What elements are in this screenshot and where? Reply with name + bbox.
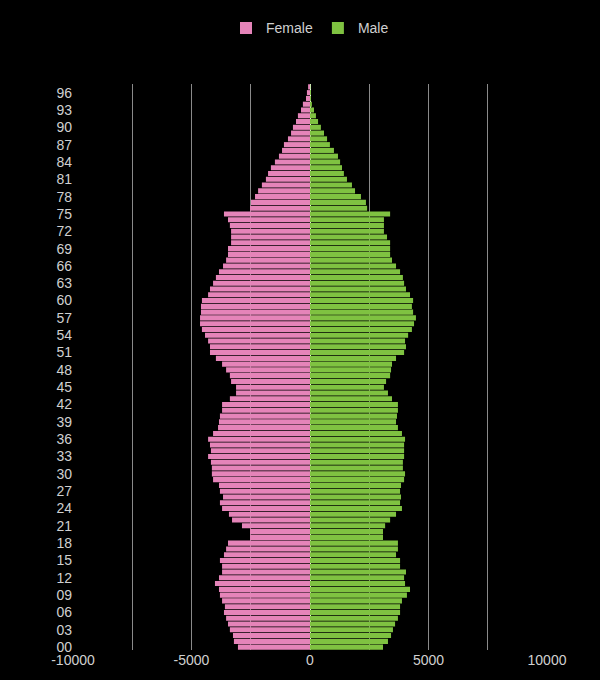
svg-text:03: 03 [56, 622, 72, 638]
svg-text:24: 24 [56, 500, 72, 516]
svg-text:42: 42 [56, 396, 72, 412]
svg-text:09: 09 [56, 587, 72, 603]
svg-text:87: 87 [56, 137, 72, 153]
svg-text:96: 96 [56, 85, 72, 101]
svg-text:60: 60 [56, 292, 72, 308]
svg-text:27: 27 [56, 483, 72, 499]
svg-text:51: 51 [56, 344, 72, 360]
svg-text:66: 66 [56, 258, 72, 274]
svg-text:5000: 5000 [413, 652, 444, 668]
svg-text:10000: 10000 [528, 652, 567, 668]
svg-text:57: 57 [56, 310, 72, 326]
svg-text:72: 72 [56, 223, 72, 239]
svg-text:-10000: -10000 [51, 652, 95, 668]
svg-text:84: 84 [56, 154, 72, 170]
svg-text:-5000: -5000 [174, 652, 210, 668]
svg-text:00: 00 [56, 639, 72, 655]
svg-text:54: 54 [56, 327, 72, 343]
svg-text:81: 81 [56, 171, 72, 187]
svg-text:0: 0 [306, 652, 314, 668]
svg-text:Female: Female [266, 20, 313, 36]
svg-text:48: 48 [56, 362, 72, 378]
svg-text:18: 18 [56, 535, 72, 551]
svg-text:30: 30 [56, 466, 72, 482]
svg-text:33: 33 [56, 448, 72, 464]
svg-text:75: 75 [56, 206, 72, 222]
svg-text:21: 21 [56, 518, 72, 534]
svg-text:12: 12 [56, 570, 72, 586]
svg-text:45: 45 [56, 379, 72, 395]
svg-text:36: 36 [56, 431, 72, 447]
svg-text:15: 15 [56, 552, 72, 568]
svg-text:78: 78 [56, 189, 72, 205]
svg-text:06: 06 [56, 604, 72, 620]
svg-text:63: 63 [56, 275, 72, 291]
svg-text:39: 39 [56, 414, 72, 430]
svg-text:90: 90 [56, 119, 72, 135]
svg-text:Male: Male [358, 20, 389, 36]
svg-text:93: 93 [56, 102, 72, 118]
svg-text:69: 69 [56, 241, 72, 257]
